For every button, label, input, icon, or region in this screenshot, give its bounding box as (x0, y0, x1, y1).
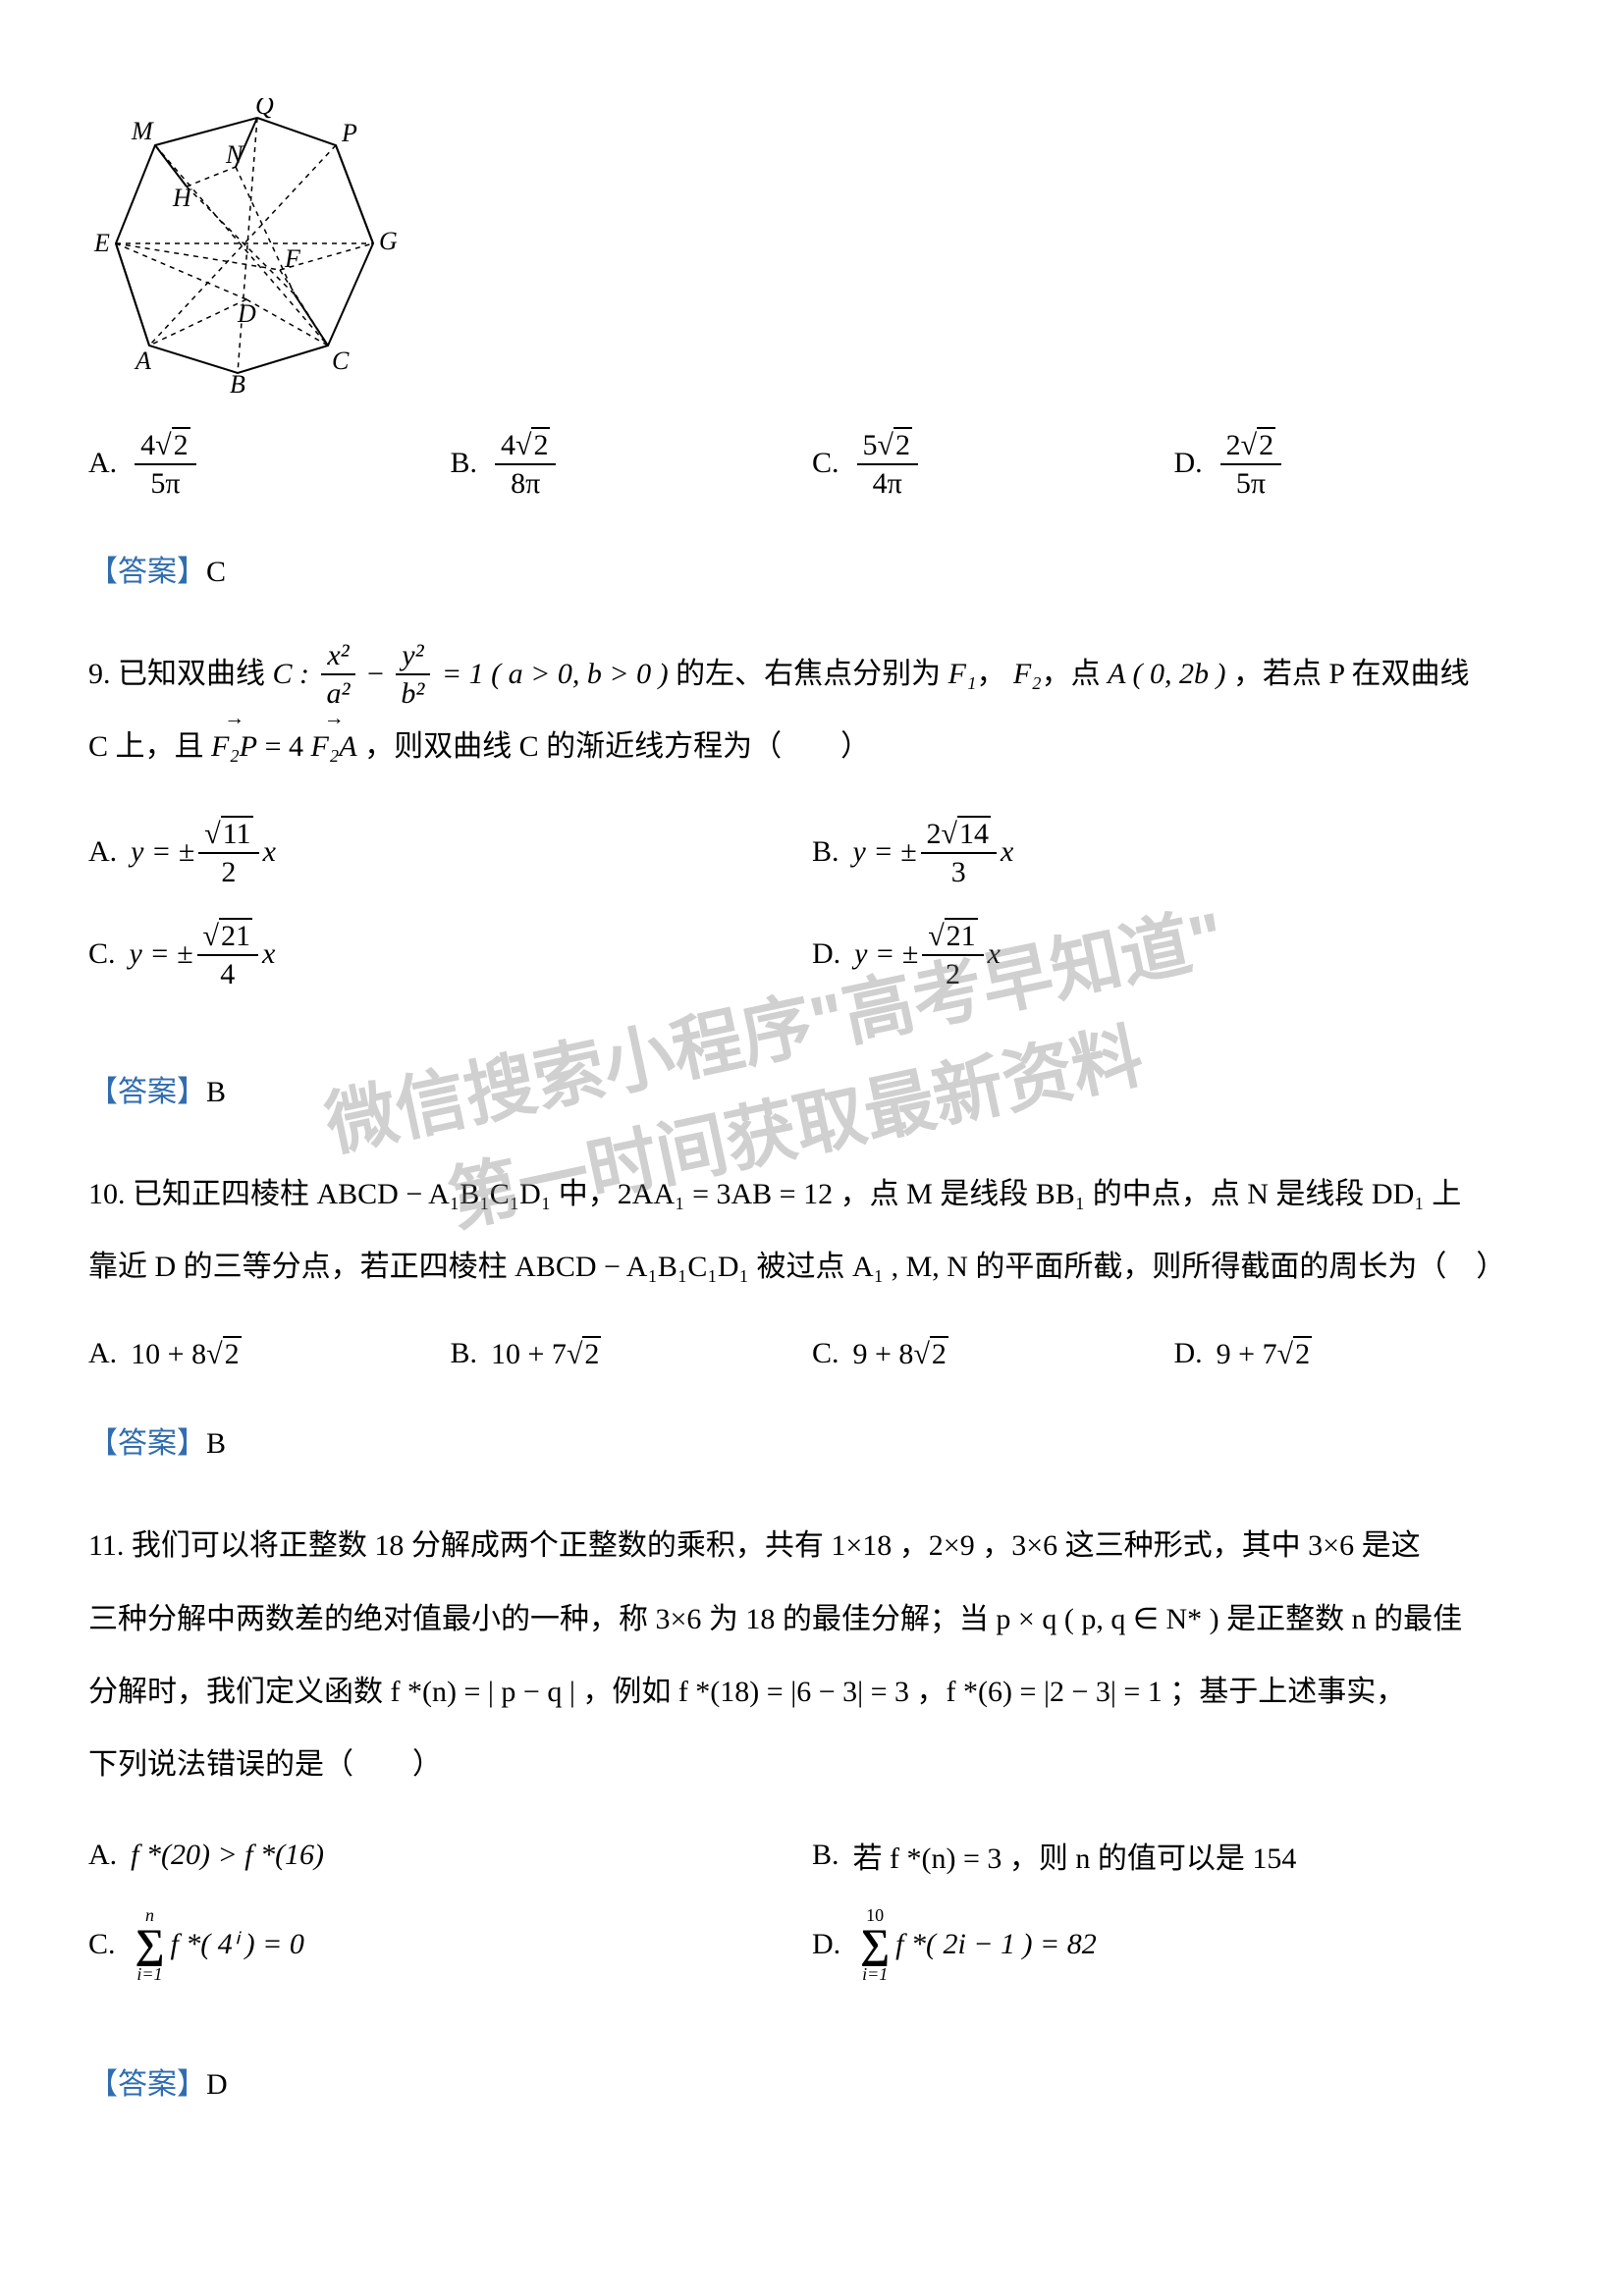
q9-t2: 的左、右焦点分别为 (676, 658, 941, 690)
q9-t1: 已知双曲线 (118, 658, 265, 690)
vertex-H: H (172, 184, 192, 212)
q9-l2a: C 上，且 (88, 730, 204, 763)
q9-eqC: C : (273, 658, 310, 690)
vertex-A: A (134, 347, 151, 375)
sum-sigma: 10 ∑ i=1 (860, 1906, 890, 1983)
vertex-M: M (131, 117, 154, 145)
q9-options: A. y = ± 112 x B. y = ± 2143 x C. y = ± … (88, 816, 1536, 1020)
q8-answer: 【答案】C (88, 547, 1536, 590)
q9-option-B: B. y = ± 2143 x (812, 816, 1536, 888)
q10-option-D: D.9 + 72 (1174, 1336, 1537, 1371)
q9-number: 9. (88, 658, 111, 690)
vertex-G: G (379, 227, 398, 255)
q9-option-D: D. y = ± 212 x (812, 918, 1536, 990)
q9-option-C: C. y = ± 214 x (88, 918, 812, 990)
vertex-C: C (332, 347, 350, 375)
vertex-P: P (341, 119, 357, 147)
q9-answer: 【答案】B (88, 1067, 1536, 1110)
q8-option-B: B. 428π (451, 427, 813, 500)
vec-F2A: F₂A (311, 712, 357, 782)
vertex-D: D (237, 299, 256, 328)
q11-answer: 【答案】D (88, 2059, 1536, 2103)
vertex-N: N (225, 140, 244, 169)
vec-F2P: F₂P (211, 712, 257, 782)
answer-value: C (206, 556, 226, 588)
q9-rhs: = 1 ( a > 0, b > 0 ) (442, 658, 669, 690)
q11-option-B: B. 若 f *(n) = 3 ，则 n 的值可以是 154 (812, 1834, 1536, 1877)
q11-option-C: C. n ∑ i=1 f *( 4ⁱ ) = 0 (88, 1906, 812, 1983)
q8-option-C: C. 524π (812, 427, 1174, 500)
vertex-Q: Q (255, 98, 274, 120)
q9-option-A: A. y = ± 112 x (88, 816, 812, 888)
q9-t3: ，若点 P 在双曲线 (1233, 658, 1470, 690)
polyhedron-svg: Q P M N H G E F D A B C (88, 98, 403, 393)
q10-option-A: A.10 + 82 (88, 1336, 451, 1371)
q11-option-D: D. 10 ∑ i=1 f *( 2i − 1 ) = 82 (812, 1906, 1536, 1983)
q9-t4: ，则双曲线 C 的渐近线方程为（ ） (364, 730, 870, 763)
q9-stem: 9. 已知双曲线 C : x²a² − y²b² = 1 ( a > 0, b … (88, 637, 1536, 782)
sum-sigma: n ∑ i=1 (135, 1906, 165, 1983)
q10-option-B: B.10 + 72 (451, 1336, 813, 1371)
q10-options: A.10 + 82 B.10 + 72 C.9 + 82 D.9 + 72 (88, 1336, 1536, 1371)
q8-options: A. 425π B. 428π C. 524π D. 225π (88, 427, 1536, 500)
vertex-E: E (93, 229, 110, 257)
q10-answer: 【答案】B (88, 1418, 1536, 1462)
q10-stem: 10. 已知正四棱柱 ABCD − A₁B₁C₁D₁ 中，2AA₁ = 3AB … (88, 1157, 1536, 1303)
q11-option-A: A. f *(20) > f *(16) (88, 1834, 812, 1877)
q11-stem: 11. 我们可以将正整数 18 分解成两个正整数的乘积，共有 1×18 ，2×9… (88, 1509, 1536, 1799)
q10-option-C: C.9 + 82 (812, 1336, 1174, 1371)
polyhedron-diagram: Q P M N H G E F D A B C (88, 98, 1536, 398)
answer-label: 【答案】 (88, 556, 206, 588)
q8-option-D: D. 225π (1174, 427, 1537, 500)
vertex-B: B (230, 370, 245, 393)
q11-options: A. f *(20) > f *(16) B. 若 f *(n) = 3 ，则 … (88, 1834, 1536, 2012)
q8-option-A: A. 425π (88, 427, 451, 500)
vertex-F: F (284, 244, 301, 273)
